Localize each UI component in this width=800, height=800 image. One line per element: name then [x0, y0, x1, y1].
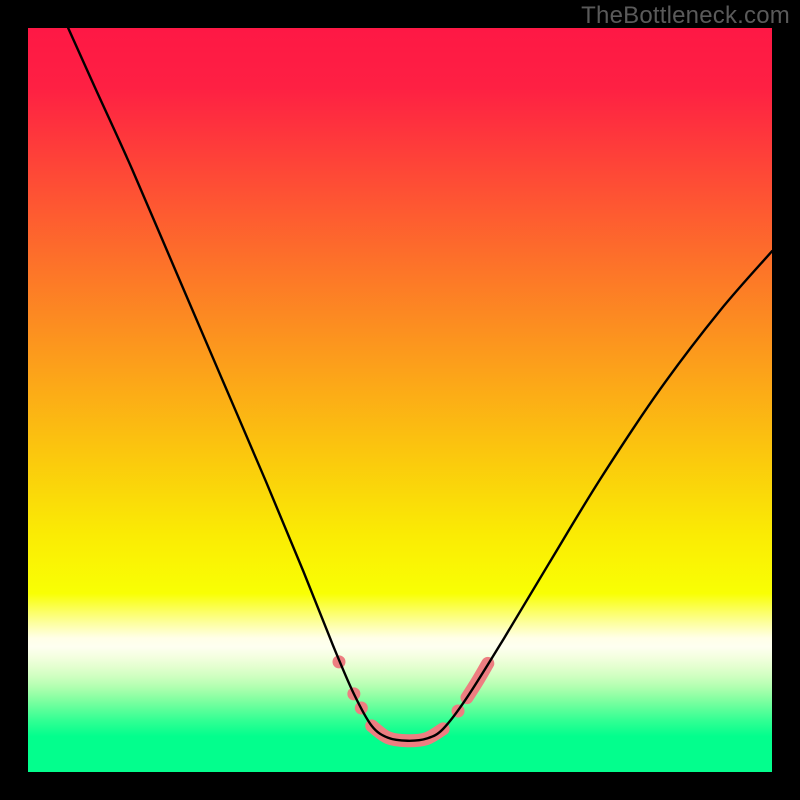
curve-layer — [28, 28, 772, 772]
pink-valley-stroke — [372, 726, 443, 741]
plot-area — [28, 28, 772, 772]
bottleneck-curve — [68, 28, 772, 741]
attribution-label: TheBottleneck.com — [581, 2, 790, 30]
